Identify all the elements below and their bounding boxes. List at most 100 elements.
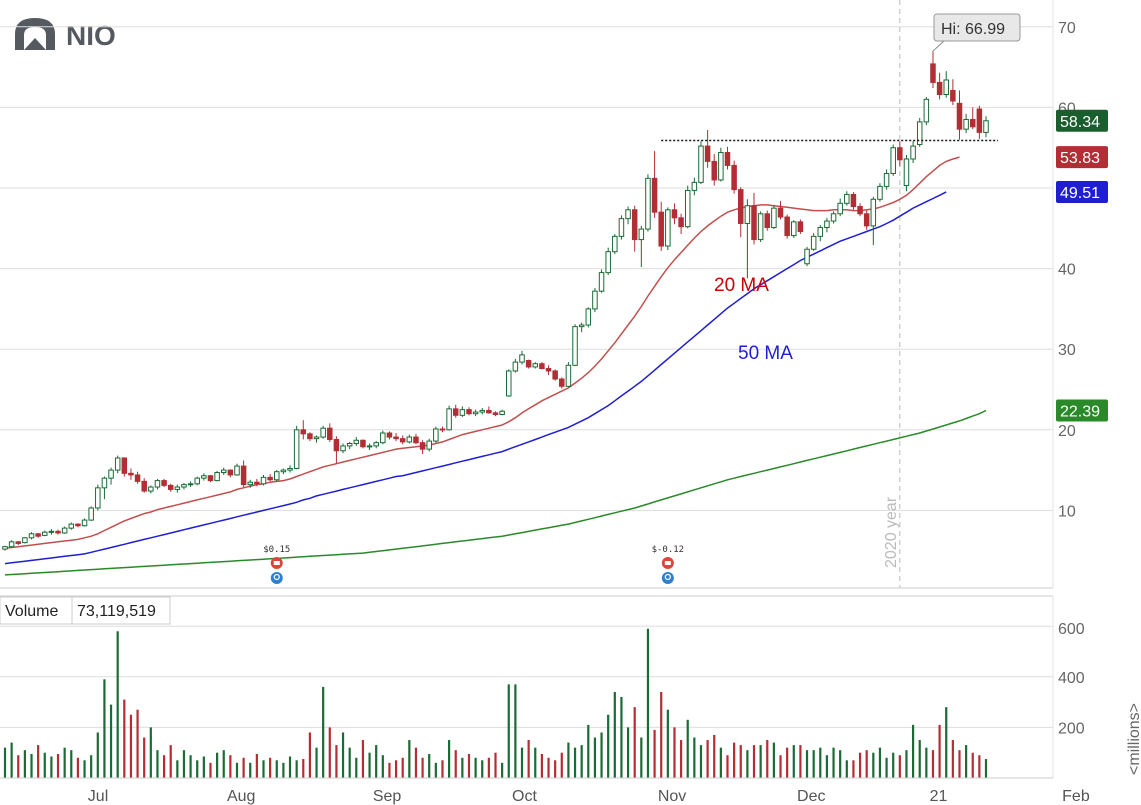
candle xyxy=(48,528,55,535)
candle xyxy=(386,431,393,440)
earnings-event[interactable]: $0.15 xyxy=(263,545,290,584)
volume-bar xyxy=(607,714,610,778)
price-tick-label: 30 xyxy=(1058,342,1076,359)
candle xyxy=(645,174,651,232)
candle xyxy=(240,460,247,488)
candle xyxy=(2,545,8,551)
volume-bar xyxy=(911,724,915,778)
ma20-label: 20 MA xyxy=(714,275,769,296)
candle xyxy=(512,358,519,373)
volume-tick-label: 200 xyxy=(1058,720,1085,737)
candle xyxy=(393,433,399,442)
candle xyxy=(42,530,48,537)
candle xyxy=(419,440,426,454)
candle xyxy=(267,474,273,482)
volume-bar xyxy=(37,745,40,778)
candle xyxy=(923,96,930,126)
volume-title: Volume xyxy=(5,603,58,620)
volume-bar xyxy=(845,760,848,778)
candle xyxy=(976,105,983,139)
volume-bar xyxy=(308,732,312,778)
volume-bar xyxy=(401,757,404,778)
candle xyxy=(280,468,287,475)
volume-bar xyxy=(613,691,616,778)
volume-bar xyxy=(176,760,179,778)
volume-bar xyxy=(679,740,683,778)
volume-bar xyxy=(63,747,66,778)
candle xyxy=(631,205,638,252)
candle xyxy=(28,532,35,540)
nio-logo[interactable]: NIO xyxy=(15,18,116,51)
volume-bar xyxy=(573,747,577,778)
volume-bar xyxy=(799,745,802,778)
ma50-label: 50 MA xyxy=(738,343,793,364)
candle xyxy=(525,359,532,369)
volume-bar xyxy=(262,760,265,778)
earnings-event[interactable]: $-0.12 xyxy=(652,545,685,584)
price-grid xyxy=(0,26,1053,511)
volume-grid xyxy=(0,625,1053,728)
volume-bar xyxy=(852,760,855,778)
candle xyxy=(910,141,916,164)
volume-bar xyxy=(143,737,146,778)
candle xyxy=(121,457,128,477)
volume-bar xyxy=(640,737,643,778)
candle xyxy=(691,177,698,196)
volume-bar xyxy=(819,747,822,778)
volume-axis: 200 400 600 xyxy=(1058,621,1085,737)
dividend-info-icon xyxy=(270,572,283,584)
candle xyxy=(260,474,267,486)
candle xyxy=(499,409,505,416)
volume-bar xyxy=(50,756,53,778)
candle xyxy=(618,215,625,240)
volume-bar xyxy=(858,752,862,778)
volume-bar xyxy=(905,750,908,778)
high-callout-pointer xyxy=(932,40,945,52)
candle xyxy=(181,482,187,490)
volume-bar xyxy=(587,724,590,778)
volume-bar xyxy=(779,755,782,778)
candle xyxy=(320,425,326,439)
date-tick-label: Jul xyxy=(88,788,108,805)
volume-bar xyxy=(646,628,650,778)
volume-bar xyxy=(189,755,192,778)
candle xyxy=(15,541,22,546)
earnings-icon xyxy=(661,557,674,569)
volume-bar xyxy=(368,752,371,778)
candle xyxy=(810,233,817,251)
volume-unit-label: <millions> xyxy=(1126,703,1141,775)
high-callout-box xyxy=(933,13,1021,42)
volume-bar xyxy=(315,747,318,778)
volume-bar xyxy=(421,757,424,778)
volume-bar xyxy=(96,732,99,778)
candle xyxy=(744,199,751,279)
ma20-line xyxy=(4,156,960,550)
candle xyxy=(22,536,28,544)
volume-tick-label: 400 xyxy=(1058,670,1085,687)
candle xyxy=(638,225,645,267)
volume-bar xyxy=(3,747,7,778)
volume-bar xyxy=(328,727,331,778)
ma200-line xyxy=(4,409,987,576)
volume-bar xyxy=(235,762,239,778)
volume-bar xyxy=(441,760,444,778)
candle xyxy=(936,72,943,100)
volume-bar xyxy=(865,750,868,778)
volume-bar xyxy=(872,752,875,778)
candle xyxy=(187,481,194,488)
candle xyxy=(850,192,857,210)
volume-bar xyxy=(673,727,676,778)
candle xyxy=(439,426,446,433)
volume-bar xyxy=(666,709,669,778)
volume-bar xyxy=(249,762,252,778)
candle xyxy=(459,406,466,417)
volume-bar xyxy=(275,760,278,778)
candle xyxy=(446,405,452,431)
volume-bar xyxy=(202,756,205,778)
volume-bar xyxy=(520,747,524,778)
candle xyxy=(665,207,671,251)
volume-bar xyxy=(931,750,935,778)
candle xyxy=(658,201,664,251)
dividend-info-icon xyxy=(661,572,674,584)
volume-tick-label: 600 xyxy=(1058,621,1085,638)
